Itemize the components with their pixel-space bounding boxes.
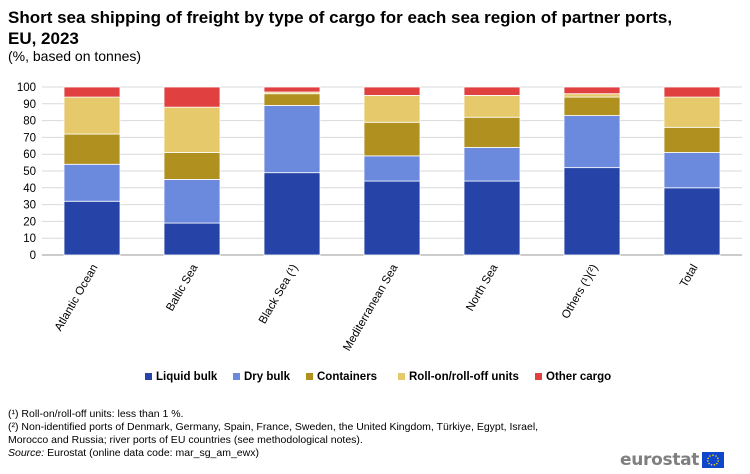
y-tick-label: 100 — [17, 82, 36, 94]
y-tick-label: 80 — [23, 116, 36, 128]
bar-other-cargo-mediterranean-sea — [363, 86, 421, 96]
bar-other-cargo-black-sea — [263, 86, 321, 93]
bar-liquid-bulk-north-sea — [463, 180, 521, 256]
bar-dry-bulk-others — [563, 115, 621, 169]
x-tick-label: Total — [678, 263, 701, 290]
x-tick-label: Baltic Sea — [164, 262, 201, 313]
bar-other-cargo-baltic-sea — [163, 86, 221, 108]
x-tick-label: Black Sea (¹) — [257, 262, 301, 326]
legend-label-liquid-bulk: Liquid bulk — [156, 371, 218, 383]
source-line: Source: Eurostat (online data code: mar_… — [8, 447, 738, 460]
bar-liquid-bulk-others — [563, 167, 621, 256]
bar-dry-bulk-atlantic-ocean — [63, 163, 121, 202]
bar-other-cargo-total — [663, 86, 721, 98]
y-tick-label: 0 — [30, 250, 36, 262]
x-tick-label: Others (¹)(²) — [560, 262, 601, 321]
bar-roll-on-roll-off-units-total — [663, 96, 721, 128]
bar-containers-mediterranean-sea — [363, 121, 421, 157]
bar-roll-on-roll-off-units-others — [563, 93, 621, 98]
legend-swatch-roll-on-roll-off-units — [398, 373, 405, 380]
bar-dry-bulk-mediterranean-sea — [363, 155, 421, 182]
stacked-bar-chart: 0 10 20 30 40 50 60 70 80 90 100 Atlantic Ocean Balt… — [17, 82, 742, 383]
bar-dry-bulk-black-sea — [263, 105, 321, 174]
bar-liquid-bulk-black-sea — [263, 172, 321, 256]
chart-subtitle: (%, based on tonnes) — [8, 48, 142, 64]
chart-title: Short sea shipping of freight by type of… — [8, 8, 673, 48]
x-tick-label: Atlantic Ocean — [53, 263, 101, 334]
footnote-1: (¹) Roll-on/roll-off units: less than 1 … — [8, 408, 184, 420]
legend-swatch-containers — [306, 373, 313, 380]
y-tick-label: 90 — [23, 99, 36, 111]
bar-roll-on-roll-off-units-baltic-sea — [163, 106, 221, 153]
bar-dry-bulk-baltic-sea — [163, 178, 221, 224]
legend-label-dry-bulk: Dry bulk — [244, 371, 291, 383]
bar-roll-on-roll-off-units-north-sea — [463, 95, 521, 118]
bar-other-cargo-others — [563, 86, 621, 95]
bar-liquid-bulk-mediterranean-sea — [363, 180, 421, 256]
y-tick-label: 50 — [23, 166, 36, 178]
bar-containers-black-sea — [263, 93, 321, 106]
bar-other-cargo-atlantic-ocean — [63, 86, 121, 98]
bar-dry-bulk-total — [663, 152, 721, 189]
bar-liquid-bulk-baltic-sea — [163, 222, 221, 256]
legend-swatch-dry-bulk — [233, 373, 240, 380]
source-text: Eurostat (online data code: mar_sg_am_ew… — [44, 447, 259, 459]
bar-roll-on-roll-off-units-atlantic-ocean — [63, 96, 121, 135]
bar-other-cargo-north-sea — [463, 86, 521, 96]
bar-roll-on-roll-off-units-mediterranean-sea — [363, 95, 421, 123]
bar-containers-baltic-sea — [163, 152, 221, 180]
legend-label-roll-on-roll-off-units: Roll-on/roll-off units — [409, 371, 519, 383]
y-tick-label: 30 — [23, 200, 36, 212]
y-tick-label: 10 — [23, 233, 36, 245]
eurostat-logo-text: eurostat — [620, 450, 700, 470]
eu-flag-icon — [702, 452, 725, 468]
eurostat-logo: eurostat — [620, 450, 725, 470]
bar-containers-atlantic-ocean — [63, 133, 121, 165]
bar-containers-total — [663, 126, 721, 153]
legend-label-containers: Containers — [317, 371, 377, 383]
x-tick-label: North Sea — [464, 262, 501, 313]
footnote-2-line-2: Morocco and Russia; river ports of EU co… — [8, 434, 363, 446]
legend-label-other-cargo: Other cargo — [546, 371, 611, 383]
footnote-2-line-1: (²) Non-identified ports of Denmark, Ger… — [8, 421, 539, 433]
y-tick-label: 20 — [23, 216, 36, 228]
source-label: Source: — [8, 447, 45, 459]
y-tick-label: 40 — [23, 183, 36, 195]
bar-containers-north-sea — [463, 116, 521, 148]
legend-swatch-liquid-bulk — [145, 373, 152, 380]
legend-swatch-other-cargo — [535, 373, 542, 380]
footnotes: (¹) Roll-on/roll-off units: less than 1 … — [8, 408, 738, 460]
bar-containers-others — [563, 96, 621, 116]
x-tick-label: Mediterranean Sea — [341, 262, 401, 353]
bar-liquid-bulk-total — [663, 187, 721, 256]
bar-liquid-bulk-atlantic-ocean — [63, 200, 121, 256]
bar-dry-bulk-north-sea — [463, 147, 521, 182]
y-tick-label: 60 — [23, 149, 36, 161]
y-tick-label: 70 — [23, 132, 36, 144]
